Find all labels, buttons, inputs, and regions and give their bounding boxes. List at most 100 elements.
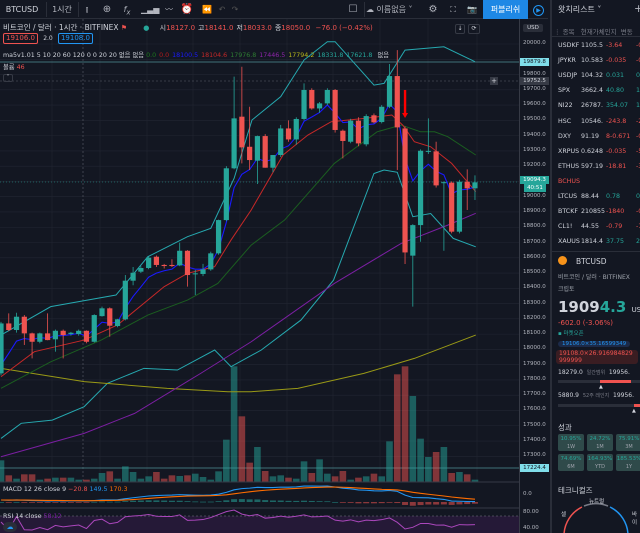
- macd-legend[interactable]: MACD 12 26 close 9 −20.8 149.5 170.3: [3, 486, 128, 493]
- macd-histogram-bar: [99, 501, 106, 503]
- fullscreen-icon[interactable]: ⛶: [450, 5, 456, 14]
- price-axis[interactable]: USD 20000.0 19800.0 19700.0 19600.0 19500.0 1…: [519, 19, 549, 533]
- top-toolbar: BTCUSD 1시간 ⫾ ⊕ fx ▁▃▅ 〰 ⏰ ⏪ ↶ ↷ ☐ ☁ 이름없음…: [0, 0, 548, 19]
- performance-tile[interactable]: 74.69% 6M: [558, 454, 584, 471]
- macd-signal-line: [0, 486, 476, 502]
- candle-body: [247, 146, 253, 161]
- watchlist-change-percent: -5.9: [636, 147, 640, 155]
- performance-tile[interactable]: 185.53% 1Y: [616, 454, 640, 471]
- layout-name-button[interactable]: ☁ 이름없음 ˅: [366, 5, 413, 14]
- bars-icon[interactable]: ▁▃▅: [141, 5, 160, 14]
- performance-tile[interactable]: 164.93% YTD: [587, 454, 613, 471]
- watchlist-row[interactable]: HSC 10546. -243.8 -2.2: [558, 118, 640, 130]
- watchlist-change: -0.035: [606, 57, 627, 65]
- interval-select[interactable]: 1시간: [52, 5, 72, 14]
- symbol-legend: 비트코인 / 달러 · 1시간 · BITFINEX ⚑ ● 시18127.0 고…: [3, 22, 373, 33]
- alarm-icon[interactable]: ⏰: [180, 4, 194, 15]
- performance-tile[interactable]: 10.95% 1W: [558, 434, 584, 451]
- volume-bar: [393, 374, 401, 482]
- flag-icon[interactable]: ⚑: [120, 24, 128, 32]
- watchlist-change: 0.78: [606, 193, 621, 200]
- watchlist-row[interactable]: JPYKR 10.583 -0.035 -0.3: [558, 57, 640, 69]
- gear-icon[interactable]: ⚙: [428, 4, 438, 15]
- macd-histogram-bar: [0, 502, 4, 503]
- watchlist-change-percent: -3.0: [636, 162, 640, 170]
- ma-value: 0.0: [159, 52, 170, 59]
- ma-legend[interactable]: ma5v1.01 5 10 20 60 120 0 0 20 20 없음 없음 …: [3, 50, 389, 59]
- watchlist-row[interactable]: USDKF 1105.5 -3.64 -0.3: [558, 42, 640, 54]
- collapse-legend-icon[interactable]: ˄: [3, 74, 13, 82]
- refresh-icon[interactable]: ⟳: [468, 24, 480, 34]
- symbol-title[interactable]: 비트코인 / 달러 · 1시간 · BITFINEX: [3, 23, 119, 32]
- buy-price-button[interactable]: 19108.0: [57, 33, 93, 44]
- watchlist-title[interactable]: 왓치리스트 ˅: [558, 5, 602, 14]
- macd-histogram-bar: [36, 502, 43, 503]
- ma-value: 18100.5: [172, 52, 199, 59]
- redo-icon[interactable]: ↷: [231, 5, 239, 14]
- rsi-legend[interactable]: RSI 14 close 58.12: [3, 513, 62, 520]
- add-symbol-icon[interactable]: +: [634, 2, 640, 15]
- week52-range: 5880.9 52주 레인지 19956.: [558, 392, 635, 399]
- sell-price-button[interactable]: 19106.0: [3, 33, 38, 44]
- symbol-search[interactable]: BTCUSD: [5, 5, 39, 14]
- watchlist-row[interactable]: LTCUS 88.44 0.78 0.8: [558, 193, 640, 205]
- bid-size: 19106.0×35.16599349: [558, 341, 631, 347]
- currency-label[interactable]: USD: [523, 24, 543, 32]
- add-alert-plus-icon[interactable]: +: [490, 77, 498, 85]
- gauge-sell-label: 셀: [561, 512, 567, 518]
- watchlist-change: -3.64: [606, 42, 623, 49]
- macd-histogram-bar: [339, 502, 346, 503]
- candle-body: [363, 116, 369, 145]
- watchlist-change-percent: 0.8: [636, 193, 640, 200]
- price-tick: 17300.0: [523, 452, 546, 459]
- watchlist-last: 88.44: [581, 193, 600, 200]
- volume-bar: [83, 479, 90, 482]
- watchlist-row[interactable]: XAUUS 1814.4 37.75 2.1: [558, 238, 640, 250]
- last-price-label: 19094.3: [520, 176, 549, 184]
- macd-histogram-bar: [464, 502, 471, 505]
- watchlist-last: 0.6248: [581, 147, 604, 155]
- candle-body: [130, 272, 136, 281]
- watchlist-symbol: SPX: [558, 87, 571, 95]
- sub-panes: [0, 481, 519, 533]
- watchlist-row[interactable]: ETHUS 597.19 -18.81 -3.0: [558, 163, 640, 175]
- performance-tile[interactable]: 24.72% 1M: [587, 434, 613, 451]
- camera-icon[interactable]: 📷: [467, 5, 477, 14]
- watchlist-last: 597.19: [581, 162, 604, 170]
- macd-histogram-bar: [184, 501, 191, 502]
- watchlist-row[interactable]: XRPUS 0.6248 -0.035 -5.9: [558, 148, 640, 160]
- bitcoin-logo-icon: [558, 256, 567, 265]
- play-icon[interactable]: ▶: [529, 0, 548, 19]
- publish-button[interactable]: 퍼블리쉬: [483, 0, 528, 19]
- price-chart[interactable]: [0, 0, 519, 533]
- replay-icon[interactable]: ⏪: [202, 5, 212, 14]
- candle-body: [239, 116, 245, 148]
- performance-tile[interactable]: 75.91% 3M: [616, 434, 640, 451]
- undo-icon[interactable]: ↶: [218, 5, 226, 14]
- layout-square-icon[interactable]: ☐: [348, 4, 358, 15]
- watchlist-row[interactable]: USDJP 104.32 0.031 0.0: [558, 72, 640, 84]
- right-sidebar: 왓치리스트 ˅ + ⋮ 종목 현재가체인지 변동 USDKF 1105.5 -3…: [550, 0, 640, 533]
- detail-name[interactable]: 비트코인 / 달러 · BITFINEX: [558, 274, 630, 281]
- watchlist-row[interactable]: NI22 26787. 354.07 1.3: [558, 102, 640, 114]
- download-icon[interactable]: ↓: [455, 24, 465, 34]
- watchlist-last: 3662.4: [581, 87, 604, 95]
- watchlist-row[interactable]: SPX 3662.4 40.80 1.1: [558, 87, 640, 99]
- ma120-line: [0, 334, 476, 393]
- watchlist-row[interactable]: DXY 91.19 8-0.671 -0.7: [558, 133, 640, 145]
- watchlist-row[interactable]: BTCKF 210855 -1840 -0.8: [558, 208, 640, 220]
- macd-histogram-bar: [409, 502, 416, 506]
- volume-bar: [300, 461, 308, 482]
- add-circle-icon[interactable]: ⊕: [102, 4, 112, 15]
- volume-bar: [409, 396, 417, 482]
- cloud-sync-icon[interactable]: ☁: [3, 522, 17, 532]
- candle-body: [200, 269, 206, 274]
- indicator-icon[interactable]: 〰: [165, 5, 173, 14]
- watchlist-change: 40.80: [606, 87, 625, 95]
- fx-icon[interactable]: fx: [123, 5, 131, 17]
- volume-legend[interactable]: 볼륨 46: [3, 62, 25, 71]
- detail-price: 19094.3 USD: [558, 298, 640, 316]
- watchlist-row[interactable]: BCHUS: [558, 178, 640, 190]
- candles-icon[interactable]: ⫾: [85, 5, 89, 14]
- watchlist-row[interactable]: CL1! 44.55 -0.79 -1.7: [558, 223, 640, 235]
